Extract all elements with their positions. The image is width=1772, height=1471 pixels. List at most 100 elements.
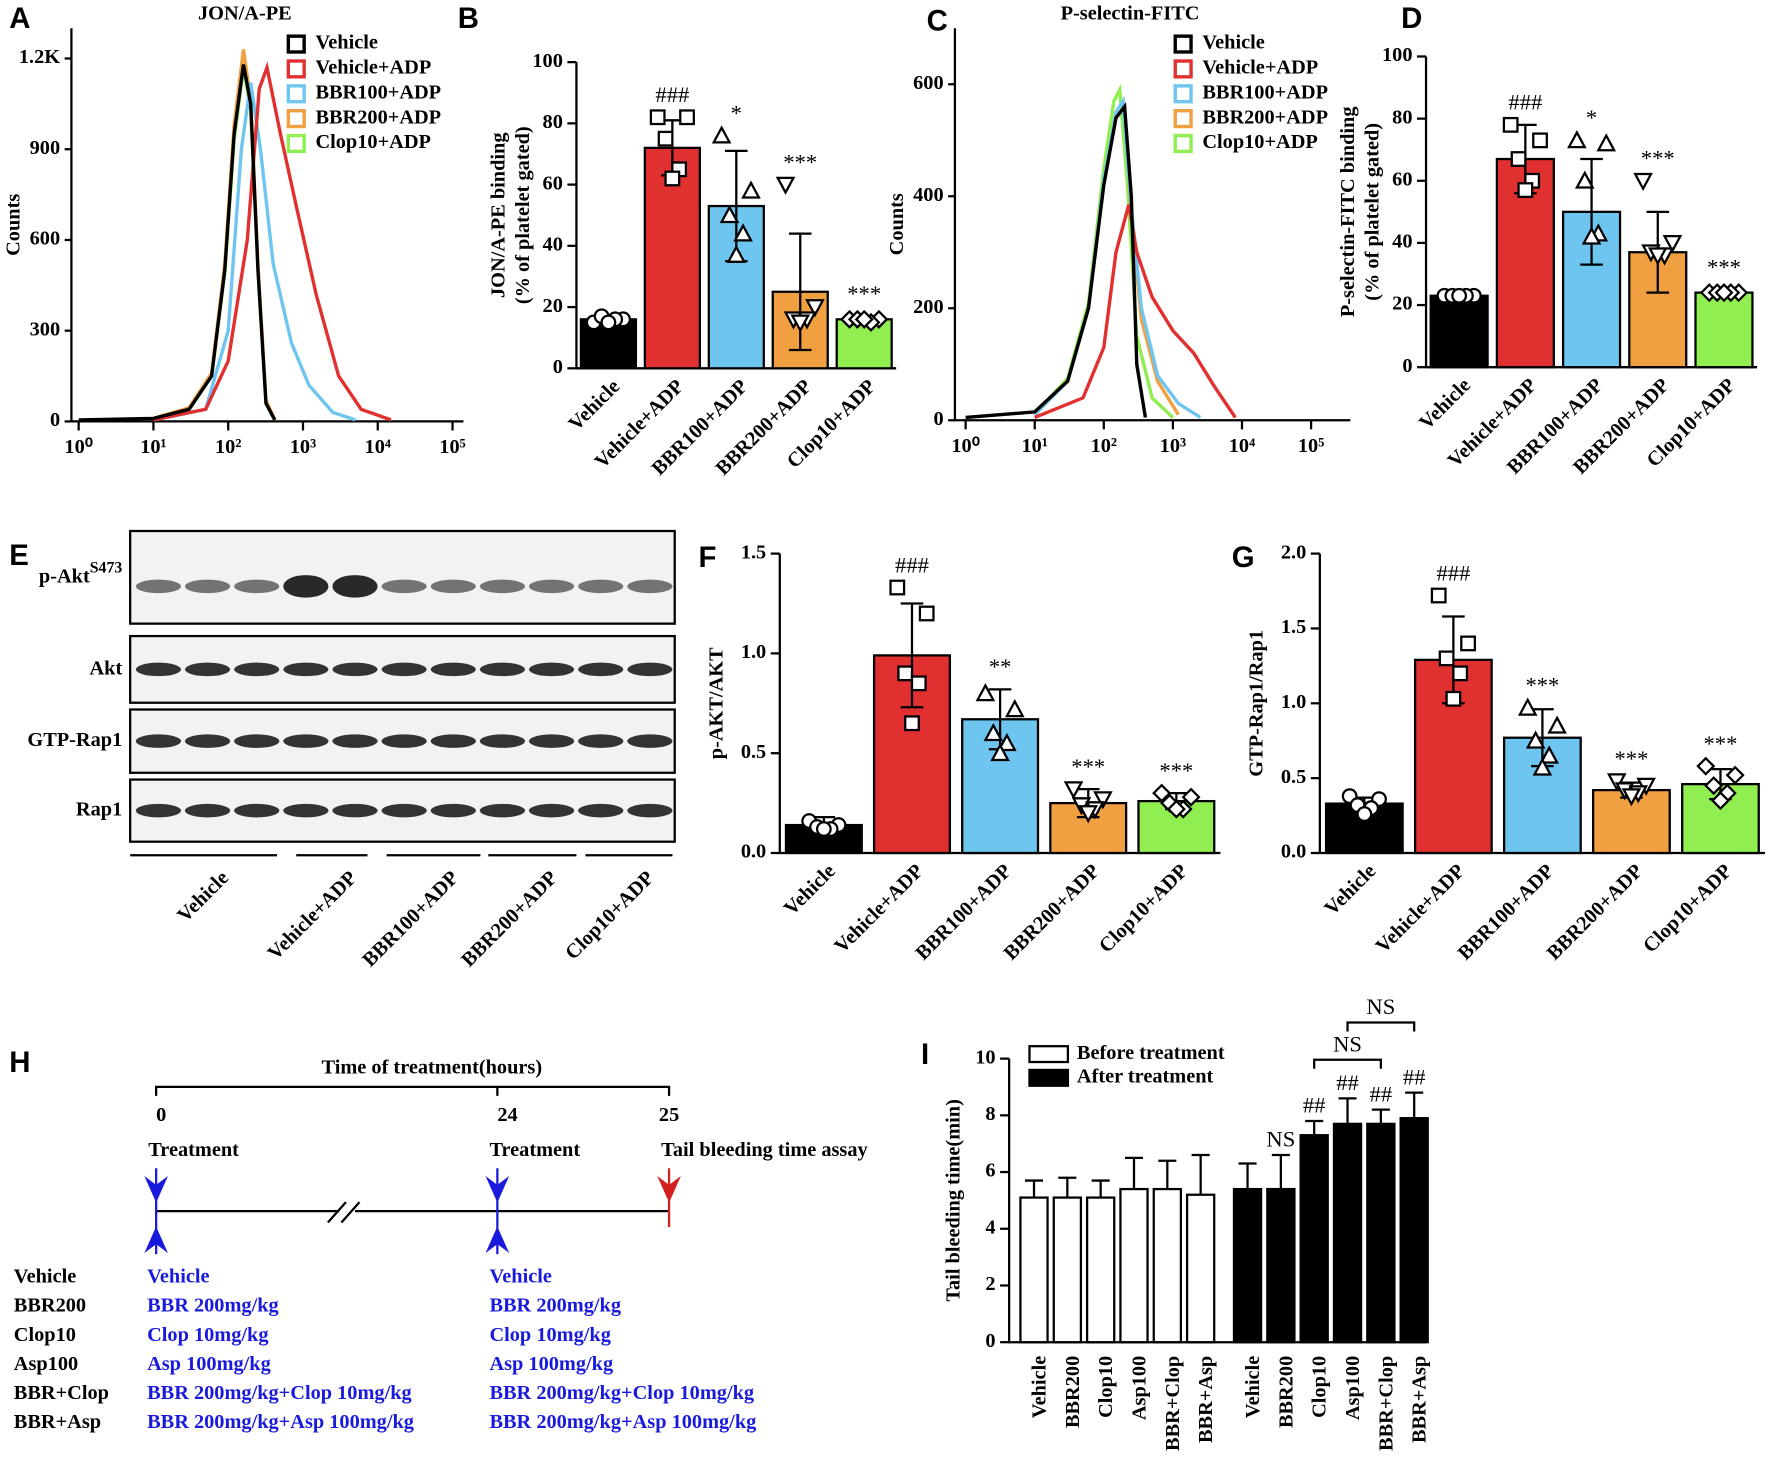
point — [1539, 745, 1559, 764]
x-tick-label: Vehicle+ADP — [830, 860, 927, 957]
bracket-label: NS — [1366, 994, 1395, 1019]
blot-band — [578, 662, 624, 677]
x-tick-label: BBR+Clop — [1162, 1356, 1184, 1451]
bar — [1232, 1187, 1263, 1344]
point — [1567, 130, 1587, 149]
point — [1438, 650, 1455, 667]
group-label: Clop10+ADP — [561, 867, 658, 964]
point — [1430, 587, 1447, 604]
blot-band — [479, 579, 526, 594]
legend-swatch — [1028, 1045, 1070, 1064]
histogram-line — [78, 64, 277, 422]
y-tick-label: 0.5 — [741, 741, 766, 763]
group-name: Asp100 — [14, 1353, 78, 1375]
x-tick-label: Vehicle+ADP — [1372, 860, 1469, 957]
error-bar — [1305, 1119, 1324, 1136]
error-bar — [1338, 1097, 1357, 1124]
histogram-line — [965, 102, 1148, 420]
blot-band — [578, 579, 624, 594]
second-dose: BBR 200mg/kg+Clop 10mg/kg — [489, 1382, 754, 1404]
blot-band — [283, 734, 329, 748]
significance: *** — [1704, 731, 1738, 756]
arrow-down — [144, 1168, 168, 1203]
group-label: BBR100+ADP — [359, 867, 463, 971]
blot-band — [332, 662, 378, 677]
point — [679, 109, 695, 126]
legend-swatch — [1028, 1068, 1070, 1087]
point — [775, 176, 796, 195]
blot-band — [135, 734, 182, 748]
panel-label: G — [1232, 541, 1255, 574]
bracket — [1313, 1058, 1382, 1069]
y-tick-label: 60 — [1392, 168, 1412, 190]
y-axis-label: GTP-Rap1/Rap1 — [1245, 630, 1267, 777]
bar — [1266, 1187, 1296, 1344]
point — [719, 204, 740, 224]
x-tick-label: Clop10+ADP — [1639, 860, 1736, 957]
x-tick-label: Clop10 — [1309, 1356, 1331, 1418]
chart-title: JON/A-PE — [198, 2, 292, 24]
point — [1166, 799, 1186, 819]
y-tick-label: 80 — [543, 111, 563, 133]
point — [1662, 234, 1683, 254]
blot-band — [135, 579, 182, 594]
point — [1532, 757, 1553, 776]
first-dose: BBR 200mg/kg — [147, 1295, 279, 1317]
x-tick-label: BBR+Clop — [1375, 1356, 1397, 1451]
blot-band — [627, 734, 673, 748]
point — [711, 125, 732, 144]
legend-label: BBR200+ADP — [315, 106, 441, 128]
x-tick-label: BBR200+ADP — [1543, 860, 1647, 964]
point — [1696, 756, 1716, 776]
significance: ## — [1403, 1064, 1426, 1089]
legend-swatch — [1173, 34, 1193, 54]
y-tick-label: 60 — [543, 172, 563, 194]
bar — [1085, 1196, 1116, 1344]
y-tick-label: 20 — [1392, 293, 1412, 315]
first-dose: Vehicle — [147, 1265, 209, 1287]
point — [889, 579, 906, 596]
timeline-title: Time of treatment(hours) — [322, 1056, 543, 1078]
y-tick-label: 0.0 — [1281, 841, 1306, 863]
significance: ## — [1336, 1070, 1359, 1095]
error-bar — [1158, 1159, 1177, 1190]
y-tick-label: 40 — [1392, 231, 1412, 253]
significance: ### — [1436, 560, 1470, 585]
blot-band — [381, 803, 427, 818]
x-tick-label: BBR+Asp — [1195, 1356, 1217, 1443]
legend-label: Vehicle — [315, 32, 377, 54]
point — [1502, 116, 1519, 133]
error-bar — [1024, 1179, 1044, 1198]
blot-row-label: Akt — [89, 657, 122, 679]
point — [1606, 773, 1627, 792]
point — [1547, 715, 1567, 734]
event-label: Tail bleeding time assay — [661, 1139, 868, 1161]
y-tick-label: 10 — [975, 1046, 995, 1068]
point — [1445, 690, 1462, 707]
significance: *** — [1071, 754, 1105, 779]
y-tick-label: 20 — [543, 295, 563, 317]
significance: NS — [1266, 1127, 1295, 1152]
point — [897, 665, 914, 682]
blot-band — [135, 803, 182, 818]
y-tick-label: 900 — [30, 137, 60, 159]
group-name: BBR200 — [14, 1295, 86, 1317]
y-tick-label: 100 — [532, 50, 563, 72]
blot-band — [283, 662, 329, 677]
x-tick-label: BBR+Asp — [1409, 1356, 1431, 1443]
blot-band — [528, 803, 575, 818]
x-tick-label: Vehicle — [565, 375, 625, 435]
x-tick-label: Vehicle — [780, 860, 840, 920]
time-label: 25 — [659, 1104, 679, 1126]
blot-band — [332, 803, 378, 818]
bar — [1052, 1196, 1083, 1344]
blot-band — [234, 579, 280, 594]
event-label: Treatment — [148, 1139, 239, 1161]
point — [975, 683, 996, 702]
error-bar — [1580, 157, 1603, 266]
blot-band — [283, 803, 329, 818]
y-axis-label: (% of platelet gated) — [1362, 123, 1384, 301]
y-tick-label: 0 — [1402, 355, 1412, 377]
legend-label: Clop10+ADP — [315, 131, 431, 153]
bar — [1152, 1187, 1183, 1344]
